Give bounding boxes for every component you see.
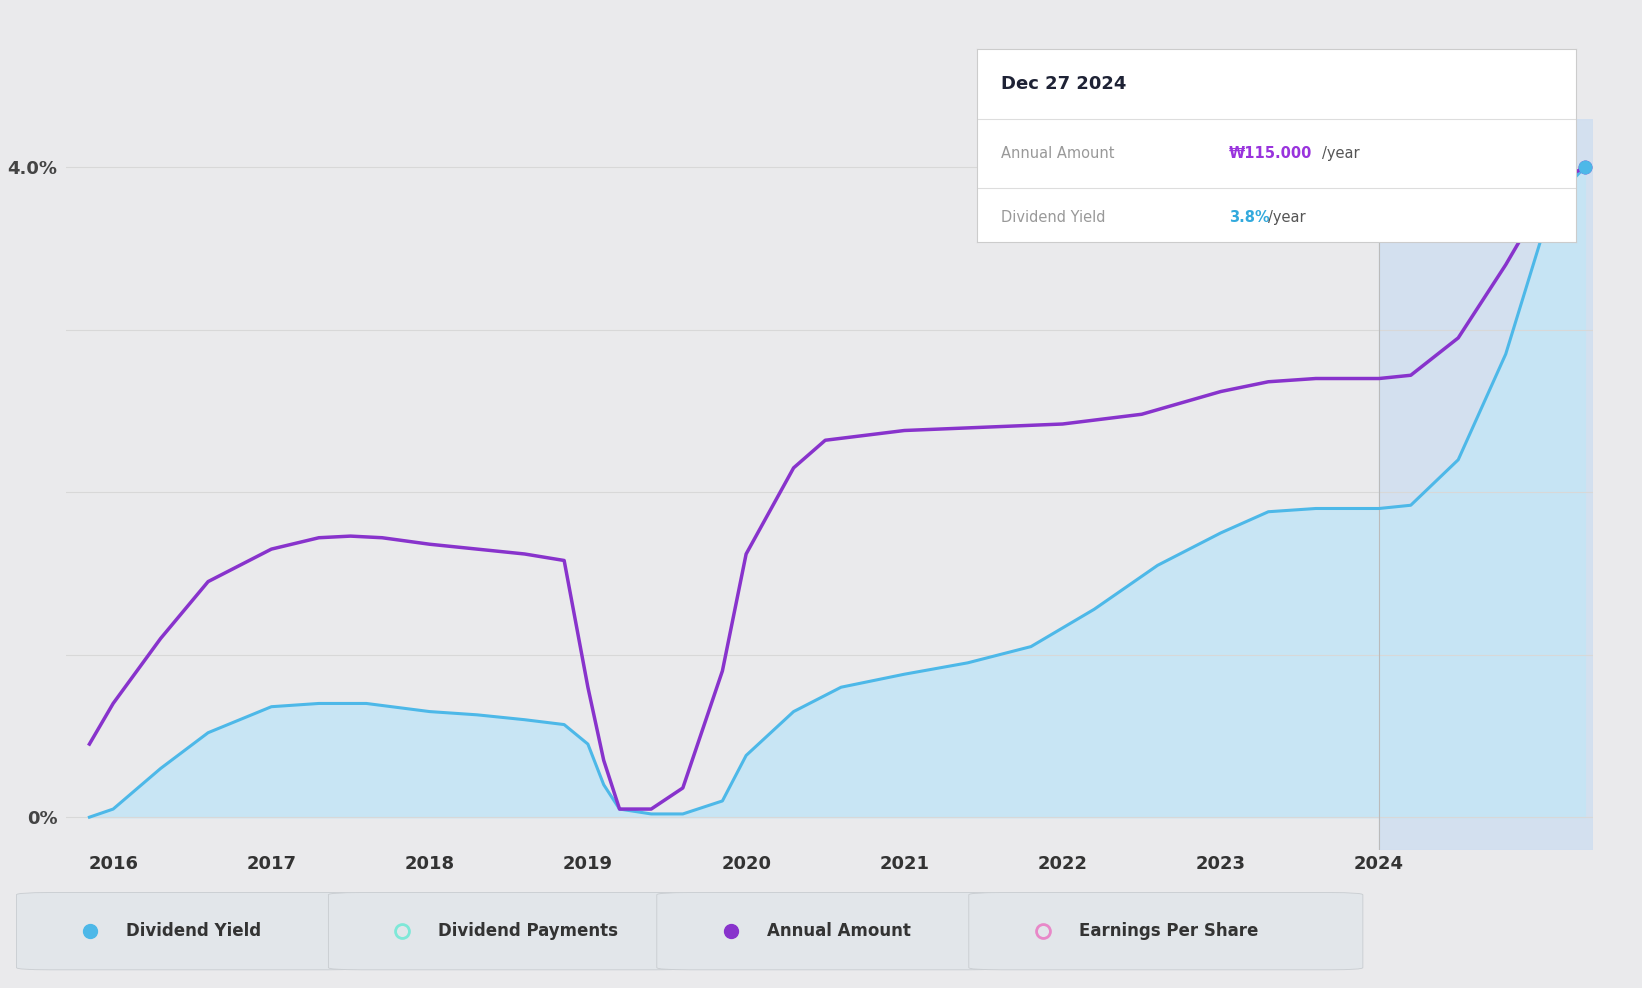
Text: Dividend Yield: Dividend Yield (126, 922, 261, 941)
FancyBboxPatch shape (16, 892, 361, 970)
FancyBboxPatch shape (328, 892, 690, 970)
Text: Dividend Payments: Dividend Payments (438, 922, 619, 941)
FancyBboxPatch shape (969, 892, 1363, 970)
Text: Annual Amount: Annual Amount (1002, 146, 1115, 161)
Text: /year: /year (1268, 209, 1305, 224)
Text: Earnings Per Share: Earnings Per Share (1079, 922, 1258, 941)
Text: Dividend Yield: Dividend Yield (1002, 209, 1105, 224)
Text: Past: Past (1387, 180, 1419, 196)
Text: Dec 27 2024: Dec 27 2024 (1002, 75, 1126, 93)
Text: Annual Amount: Annual Amount (767, 922, 911, 941)
FancyBboxPatch shape (657, 892, 1002, 970)
Bar (1379, 119, 1593, 850)
Text: ₩115.000: ₩115.000 (1228, 146, 1312, 161)
Text: /year: /year (1322, 146, 1360, 161)
Text: 3.8%: 3.8% (1228, 209, 1269, 224)
